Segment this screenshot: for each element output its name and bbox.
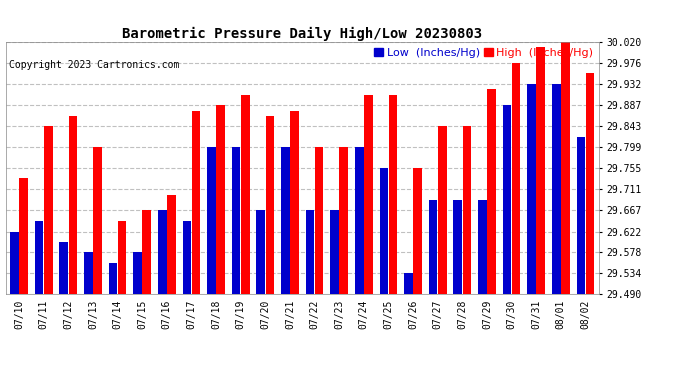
Bar — [388, 95, 397, 294]
Bar — [462, 126, 471, 294]
Bar — [586, 74, 594, 294]
Bar — [19, 178, 28, 294]
Bar — [192, 111, 200, 294]
Bar — [59, 242, 68, 294]
Bar — [257, 210, 265, 294]
Legend: Low  (Inches/Hg), High  (Inches/Hg): Low (Inches/Hg), High (Inches/Hg) — [375, 48, 593, 57]
Bar — [428, 200, 437, 294]
Bar — [315, 147, 324, 294]
Bar — [84, 252, 92, 294]
Bar — [44, 126, 52, 294]
Bar — [364, 95, 373, 294]
Bar — [266, 116, 274, 294]
Bar — [380, 168, 388, 294]
Bar — [577, 137, 585, 294]
Bar — [512, 63, 520, 294]
Bar — [306, 210, 314, 294]
Bar — [413, 168, 422, 294]
Bar — [502, 105, 511, 294]
Bar — [438, 126, 446, 294]
Bar — [561, 42, 570, 294]
Bar — [133, 252, 142, 294]
Bar — [167, 195, 176, 294]
Bar — [118, 220, 126, 294]
Bar — [355, 147, 364, 294]
Bar — [487, 89, 495, 294]
Bar — [527, 84, 536, 294]
Bar — [241, 95, 250, 294]
Bar — [552, 84, 560, 294]
Bar — [68, 116, 77, 294]
Bar — [10, 231, 19, 294]
Bar — [207, 147, 216, 294]
Bar — [404, 273, 413, 294]
Bar — [183, 220, 191, 294]
Bar — [216, 105, 225, 294]
Bar — [339, 147, 348, 294]
Bar — [290, 111, 299, 294]
Bar — [93, 147, 102, 294]
Bar — [453, 200, 462, 294]
Bar — [232, 147, 240, 294]
Bar — [158, 210, 166, 294]
Bar — [478, 200, 486, 294]
Bar — [34, 220, 43, 294]
Bar — [536, 47, 545, 294]
Title: Barometric Pressure Daily High/Low 20230803: Barometric Pressure Daily High/Low 20230… — [122, 27, 482, 41]
Bar — [109, 263, 117, 294]
Bar — [281, 147, 290, 294]
Bar — [331, 210, 339, 294]
Text: Copyright 2023 Cartronics.com: Copyright 2023 Cartronics.com — [9, 60, 179, 70]
Bar — [142, 210, 151, 294]
